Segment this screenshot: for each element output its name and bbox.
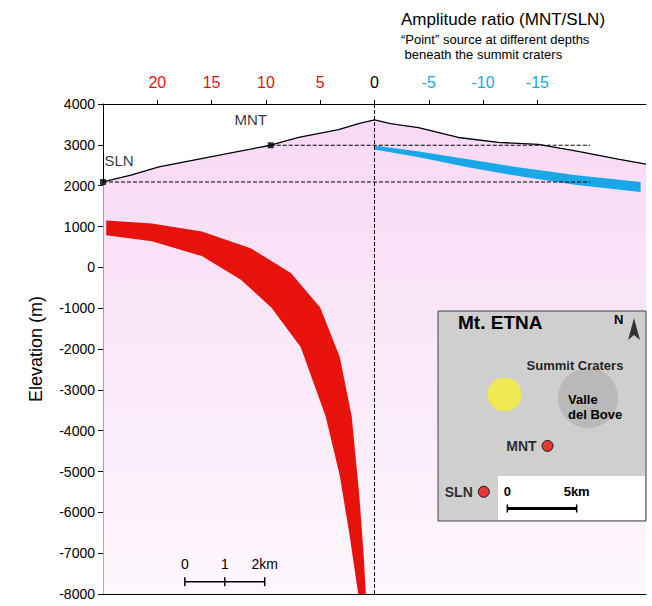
svg-text:5: 5 (316, 74, 325, 91)
svg-text:-15: -15 (526, 74, 549, 91)
svg-text:N: N (614, 312, 623, 327)
svg-text:-7000: -7000 (59, 545, 95, 561)
svg-text:-4000: -4000 (59, 423, 95, 439)
svg-text:MNT: MNT (506, 438, 537, 454)
svg-text:4000: 4000 (64, 96, 95, 112)
svg-text:-5000: -5000 (59, 464, 95, 480)
svg-text:del Bove: del Bove (568, 407, 622, 422)
svg-text:1000: 1000 (64, 219, 95, 235)
svg-text:Mt. ETNA: Mt. ETNA (458, 312, 543, 333)
svg-text:-1000: -1000 (59, 300, 95, 316)
svg-text:-5: -5 (422, 74, 436, 91)
svg-text:5km: 5km (564, 484, 590, 499)
svg-text:Summit Craters: Summit Craters (527, 358, 624, 373)
svg-text:beneath the summit craters: beneath the summit craters (401, 47, 563, 62)
svg-text:15: 15 (203, 74, 221, 91)
svg-text:0: 0 (87, 259, 95, 275)
svg-text:SLN: SLN (445, 484, 473, 500)
svg-text:0: 0 (181, 556, 189, 572)
svg-text:MNT: MNT (234, 111, 267, 128)
svg-text:0: 0 (370, 74, 379, 91)
svg-text:-10: -10 (472, 74, 495, 91)
svg-text:10: 10 (257, 74, 275, 91)
svg-text:1: 1 (221, 556, 229, 572)
svg-text:2000: 2000 (64, 178, 95, 194)
svg-text:0: 0 (504, 484, 511, 499)
svg-text:-2000: -2000 (59, 341, 95, 357)
svg-text:Valle: Valle (568, 392, 598, 407)
svg-text:-3000: -3000 (59, 382, 95, 398)
svg-text:SLN: SLN (104, 152, 133, 169)
svg-text:-6000: -6000 (59, 504, 95, 520)
svg-text:-8000: -8000 (59, 586, 95, 602)
svg-text:20: 20 (148, 74, 166, 91)
svg-text:3000: 3000 (64, 137, 95, 153)
svg-text:Elevation (m): Elevation (m) (26, 296, 46, 402)
svg-text:Amplitude ratio (MNT/SLN): Amplitude ratio (MNT/SLN) (401, 10, 605, 29)
svg-text:“Point” source at different de: “Point” source at different depths (401, 32, 590, 47)
svg-text:2km: 2km (251, 556, 277, 572)
